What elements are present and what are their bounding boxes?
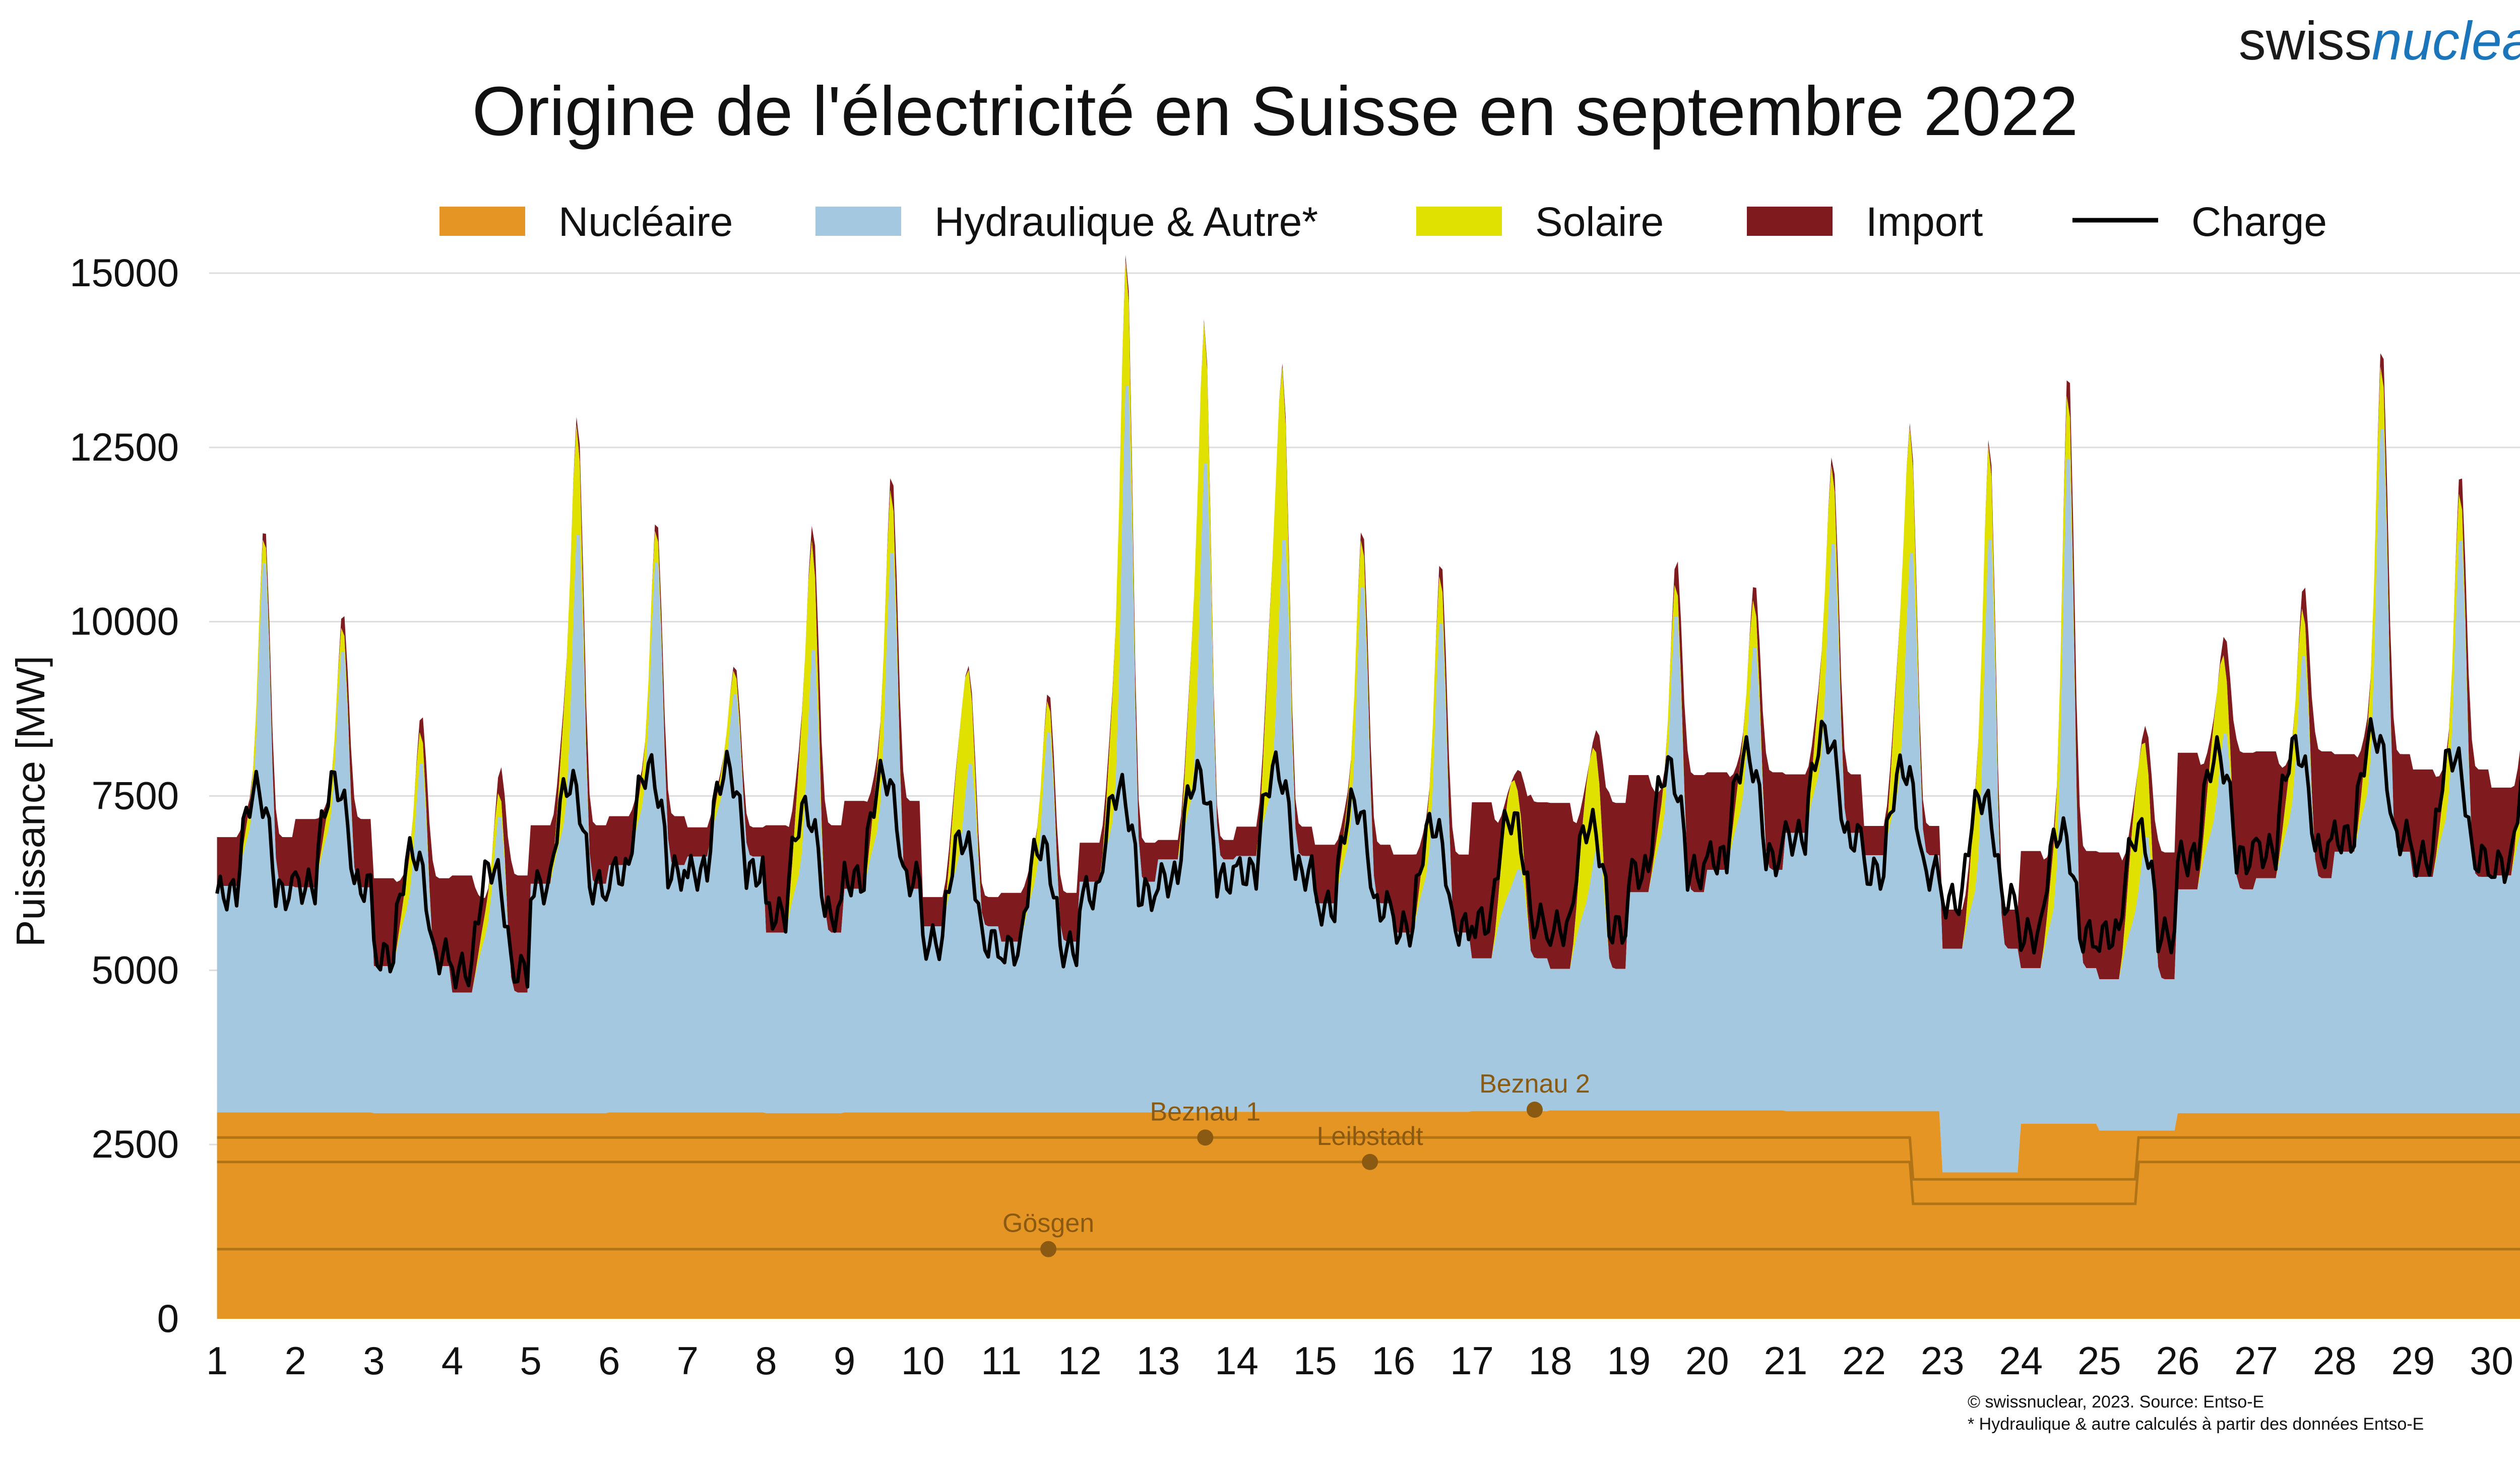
x-tick-label: 2 [284, 1338, 306, 1383]
x-tick-label: 24 [1999, 1338, 2043, 1383]
area-import [217, 254, 2520, 993]
x-tick-label: 26 [2156, 1338, 2200, 1383]
x-tick-label: 22 [1842, 1338, 1886, 1383]
x-tick-label: 8 [755, 1338, 777, 1383]
plant-marker: Leibstadt [1317, 1122, 1424, 1170]
x-tick-label: 12 [1058, 1338, 1102, 1383]
nuclear-unit-line-3 [217, 1136, 2520, 1181]
legend-label: Charge [2191, 199, 2327, 245]
y-tick-label: 15000 [70, 250, 179, 295]
x-tick-label: 5 [520, 1338, 541, 1383]
brand-logo: swissnuclear [2239, 10, 2520, 71]
plant-label: Beznau 2 [1479, 1069, 1590, 1099]
x-tick-label: 28 [2313, 1338, 2357, 1383]
x-tick-label: 16 [1371, 1338, 1415, 1383]
nuclear-unit-line-2 [217, 1161, 2520, 1205]
x-tick-label: 1 [206, 1338, 228, 1383]
footnote-source: © swissnuclear, 2023. Source: Entso-E [1968, 1392, 2264, 1412]
legend-swatch [439, 207, 525, 236]
plant-marker: Gösgen [1002, 1209, 1094, 1257]
plant-label: Beznau 1 [1150, 1097, 1261, 1126]
plant-dot [1526, 1102, 1543, 1118]
legend-label: Nucléaire [558, 199, 733, 245]
x-tick-label: 3 [363, 1338, 385, 1383]
y-axis-label: Puissance [MW] [8, 656, 53, 947]
x-tick-label: 15 [1293, 1338, 1337, 1383]
legend-item: Nucléaire [439, 199, 733, 245]
legend-item: Import [1747, 199, 1983, 245]
legend-label: Solaire [1535, 199, 1664, 245]
brand-part-2: nuclear [2372, 10, 2520, 71]
x-tick-label: 6 [598, 1338, 620, 1383]
plant-dot [1040, 1241, 1057, 1257]
legend-item: Solaire [1416, 199, 1664, 245]
series-load [215, 717, 2520, 990]
legend: Nucléaire Hydraulique & Autre* Solaire Impo… [439, 199, 2327, 245]
plant-label: Gösgen [1002, 1209, 1094, 1238]
x-tick-label: 29 [2391, 1338, 2435, 1383]
brand-part-1: swiss [2239, 10, 2372, 71]
plant-dot [1362, 1154, 1378, 1170]
plant-dot [1197, 1129, 1214, 1146]
x-tick-label: 10 [901, 1338, 945, 1383]
x-tick-label: 23 [1921, 1338, 1965, 1383]
legend-label: Hydraulique & Autre* [934, 199, 1318, 245]
legend-swatch [1416, 207, 1502, 236]
x-tick-label: 4 [442, 1338, 463, 1383]
x-tick-label: 9 [834, 1338, 855, 1383]
legend-swatch [815, 207, 901, 236]
legend-label: Import [1866, 199, 1983, 245]
x-tick-label: 18 [1529, 1338, 1572, 1383]
y-tick-label: 2500 [91, 1122, 179, 1166]
legend-item: Charge [2072, 199, 2327, 245]
x-tick-label: 30 [2470, 1338, 2513, 1383]
svg-text:swissnuclear: swissnuclear [2239, 10, 2520, 71]
x-tick-label: 20 [1685, 1338, 1729, 1383]
footnote-note: * Hydraulique & autre calculés à partir … [1968, 1415, 2424, 1434]
x-tick-label: 14 [1215, 1338, 1258, 1383]
plant-marker: Beznau 1 [1150, 1097, 1261, 1146]
chart-title: Origine de l'électricité en Suisse en se… [472, 73, 2078, 150]
plant-label: Leibstadt [1317, 1122, 1424, 1151]
x-tick-label: 19 [1607, 1338, 1651, 1383]
y-tick-label: 7500 [91, 774, 179, 818]
y-tick-label: 0 [157, 1296, 179, 1340]
x-tick-label: 25 [2077, 1338, 2121, 1383]
x-tick-label: 21 [1764, 1338, 1808, 1383]
y-tick-label: 5000 [91, 947, 179, 992]
legend-item: Hydraulique & Autre* [815, 199, 1318, 245]
y-tick-label: 12500 [70, 425, 179, 469]
load-line [215, 717, 2520, 990]
x-tick-label: 17 [1450, 1338, 1494, 1383]
x-tick-label: 11 [981, 1338, 1022, 1383]
plant-labels: Beznau 1 Beznau 2 Leibstadt Gösgen [1002, 1069, 1590, 1257]
legend-swatch [1747, 207, 1833, 236]
x-tick-label: 13 [1137, 1338, 1180, 1383]
plant-marker: Beznau 2 [1479, 1069, 1590, 1118]
y-tick-label: 10000 [70, 599, 179, 644]
nuclear-unit-lines [217, 1136, 2520, 1251]
x-tick-label: 27 [2234, 1338, 2278, 1383]
x-tick-label: 7 [677, 1338, 699, 1383]
area-hydro-other [217, 386, 2520, 1173]
